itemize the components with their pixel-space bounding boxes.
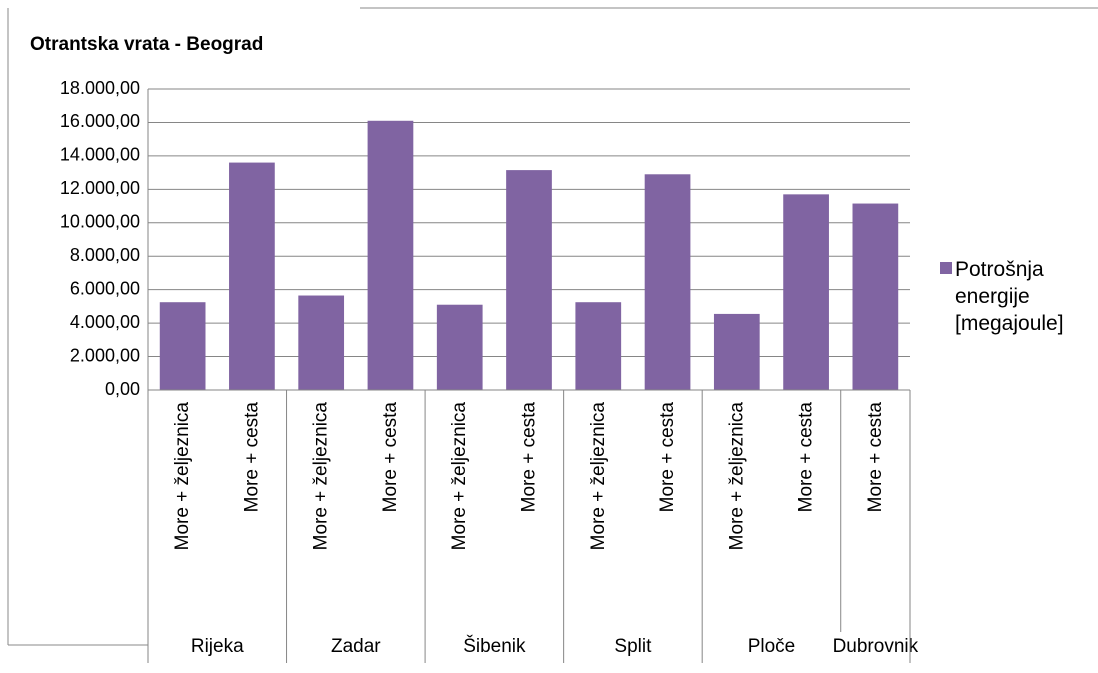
y-tick-label: 16.000,00 bbox=[60, 111, 140, 131]
x-tick-label: More + cesta bbox=[657, 402, 678, 513]
bar bbox=[367, 120, 414, 391]
group-label: Rijeka bbox=[191, 636, 244, 657]
y-tick-label: 14.000,00 bbox=[60, 145, 140, 165]
x-tick-label: More + cesta bbox=[519, 402, 540, 513]
x-tick-label: More + cesta bbox=[380, 402, 401, 513]
group-label: Ploče bbox=[748, 636, 796, 657]
group-label: Zadar bbox=[331, 636, 381, 657]
y-tick-label: 2.000,00 bbox=[70, 345, 140, 365]
bar bbox=[852, 203, 899, 390]
legend-label: Potrošnja energije [megajoule] bbox=[955, 258, 1064, 335]
x-tick-label: More + cesta bbox=[865, 402, 886, 513]
group-label: Šibenik bbox=[463, 635, 526, 657]
x-tick-label: More + željeznica bbox=[311, 402, 332, 551]
bar bbox=[229, 162, 275, 390]
y-tick-label: 0,00 bbox=[105, 379, 140, 399]
x-tick-label: More + željeznica bbox=[588, 402, 609, 551]
y-tick-label: 6.000,00 bbox=[70, 278, 140, 298]
x-tick-label: More + željeznica bbox=[726, 402, 747, 551]
x-tick-label: More + željeznica bbox=[449, 402, 470, 551]
bar bbox=[159, 302, 206, 390]
y-tick-label: 10.000,00 bbox=[60, 212, 140, 232]
group-label: Split bbox=[614, 636, 652, 657]
bar bbox=[713, 313, 760, 390]
y-tick-label: 12.000,00 bbox=[60, 178, 140, 198]
bar bbox=[506, 170, 552, 390]
chart-title: Otrantska vrata - Beograd bbox=[30, 34, 263, 55]
group-label: Dubrovnik bbox=[833, 636, 919, 657]
y-tick-label: 8.000,00 bbox=[70, 245, 140, 265]
x-tick-label: More + cesta bbox=[241, 402, 262, 513]
x-tick-label: More + cesta bbox=[796, 402, 817, 513]
y-tick-label: 18.000,00 bbox=[60, 78, 140, 98]
legend-swatch bbox=[940, 262, 952, 274]
x-tick-label: More + željeznica bbox=[172, 402, 193, 551]
bar bbox=[575, 302, 622, 390]
bar bbox=[783, 194, 829, 390]
bar bbox=[298, 295, 345, 390]
bar bbox=[436, 304, 483, 390]
y-tick-label: 4.000,00 bbox=[70, 312, 140, 332]
bar bbox=[644, 174, 691, 390]
